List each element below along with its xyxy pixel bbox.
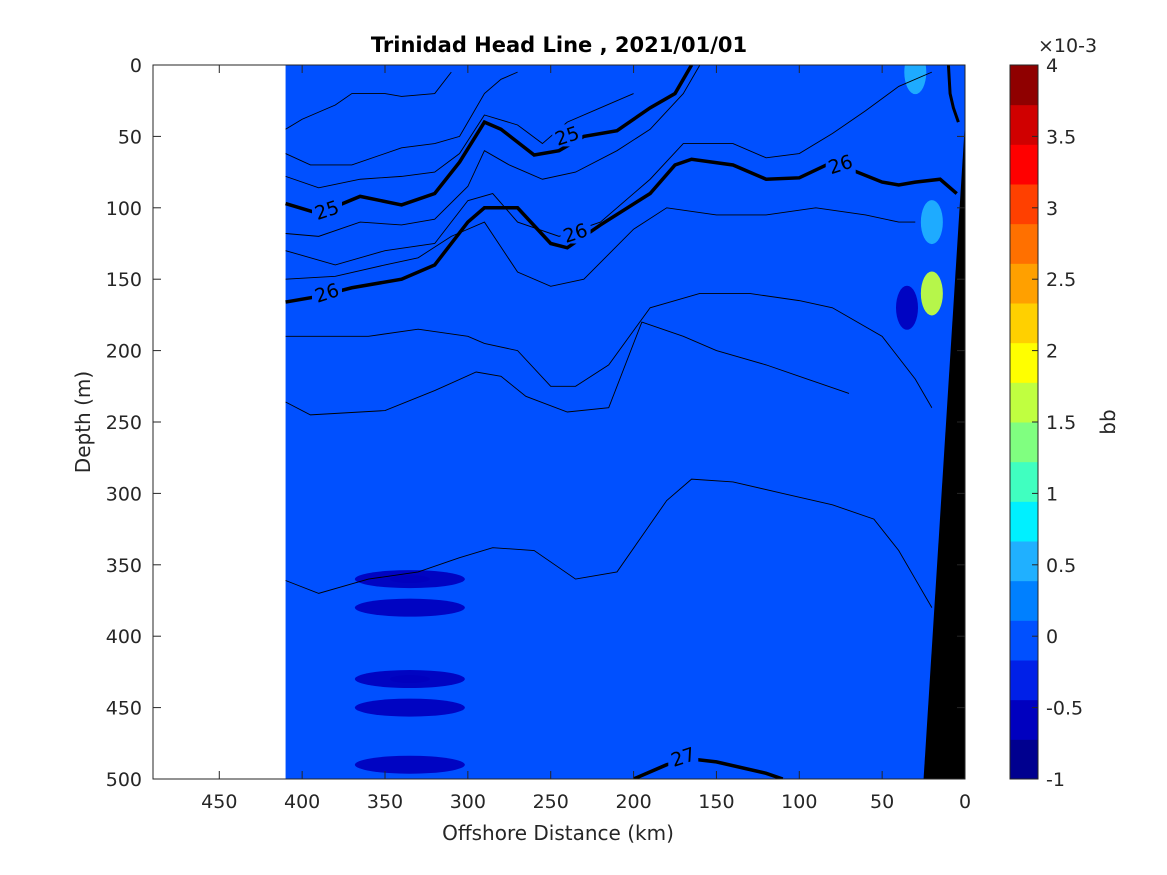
y-tick-label: 350 [106,555,142,577]
bb-feature-5 [896,285,918,330]
x-axis: 450 400 350 300 250 200 150 100 50 0 [201,65,971,813]
colorbar-swatch [1010,461,1038,502]
x-tick-label: 100 [781,791,817,813]
colorbar-swatch [1010,739,1038,780]
colorbar-exponent: ×10-3 [1038,35,1097,57]
y-axis-label: Depth (m) [71,371,95,473]
x-tick-label: 50 [870,791,894,813]
y-tick-label: 50 [118,126,142,148]
contour-label-bg [668,745,699,768]
colorbar-tick-label: 1.5 [1046,412,1076,434]
colorbar: 4 3.5 3 2.5 2 1.5 1 0.5 0 -0.5 -1 [1009,55,1083,791]
contour-line-6 [285,293,933,408]
bb-feature-3 [354,698,465,717]
contour-line-1 [285,71,518,166]
x-tick-label: 350 [367,791,403,813]
colorbar-swatch [1010,104,1038,145]
y-tick-label: 150 [106,269,142,291]
colorbar-swatch [1010,303,1038,344]
colorbar-swatch [1010,184,1038,225]
contour-label-bg [312,198,342,221]
bb-feature-6 [920,271,943,316]
colorbar-tick-label: 2 [1046,341,1058,363]
contour-line-2 [285,93,634,189]
y-tick-label: 100 [106,198,142,220]
contour-line-3 [285,65,701,237]
colorbar-swatch [1010,699,1038,740]
y-tick-label: 400 [106,626,142,648]
bb-core-1 [389,675,430,684]
colorbar-tick-label: -1 [1046,769,1065,791]
seafloor-mask [923,122,965,779]
contour-label-bg [825,152,856,175]
bb-feature-1 [354,598,465,617]
contour-label-bg [312,281,342,304]
bb-feature-7 [920,200,943,245]
colorbar-swatch [1010,382,1038,423]
colorbar-swatch [1010,342,1038,383]
colorbar-tick-label: 3.5 [1046,126,1076,148]
x-tick-label: 400 [284,791,320,813]
contour-line-0 [285,71,452,130]
colorbar-label: bb [1096,409,1120,434]
colorbar-swatch [1010,144,1038,185]
colorbar-swatch [1010,501,1038,542]
y-tick-label: 450 [106,698,142,720]
bb-feature-4 [354,755,465,774]
chart-title: Trinidad Head Line , 2021/01/01 [371,33,747,57]
colorbar-swatch [1010,223,1038,264]
bb-core-0 [389,575,430,584]
colorbar-tick-label: 4 [1046,55,1058,77]
x-tick-label: 250 [533,791,569,813]
x-tick-label: 0 [959,791,971,813]
x-axis-label: Offshore Distance (km) [442,821,674,845]
bb-feature-8 [904,65,927,95]
y-tick-label: 500 [106,769,142,791]
colorbar-swatch [1010,541,1038,582]
data-layer [285,65,965,779]
colorbar-swatch [1010,65,1038,106]
contour-line-7 [285,321,850,416]
contour-line-8 [285,478,933,608]
y-tick-label: 200 [106,341,142,363]
density-contour-27 [632,757,784,779]
colorbar-tick-label: 3 [1046,198,1058,220]
colorbar-swatch [1010,660,1038,701]
contour-label-bg [552,124,583,147]
y-tick-label: 0 [130,55,142,77]
colorbar-swatch [1010,620,1038,661]
density-contour-25 [285,65,694,216]
colorbar-tick-label: 2.5 [1046,269,1076,291]
contour-line-5 [285,207,916,287]
colorbar-tick-label: -0.5 [1046,698,1083,720]
x-tick-label: 450 [201,791,237,813]
colorbar-tick-label: 1 [1046,483,1058,505]
colorbar-tick-label: 0 [1046,626,1058,648]
density-contour-26 [285,157,958,304]
contour-label-bg [560,221,591,244]
colorbar-tick-label: 0.5 [1046,555,1076,577]
x-tick-label: 200 [615,791,651,813]
contour-line-edge [946,65,960,123]
x-tick-label: 150 [698,791,734,813]
y-tick-label: 250 [106,412,142,434]
colorbar-swatch [1010,422,1038,463]
colorbar-swatch [1010,580,1038,621]
bb-field [285,65,965,779]
contour-layer [285,65,960,779]
y-axis: 0 50 100 150 200 250 300 350 400 450 500 [106,55,965,791]
contour-line-4 [285,71,933,266]
y-tick-label: 300 [106,483,142,505]
x-tick-label: 300 [450,791,486,813]
colorbar-swatch [1010,263,1038,304]
